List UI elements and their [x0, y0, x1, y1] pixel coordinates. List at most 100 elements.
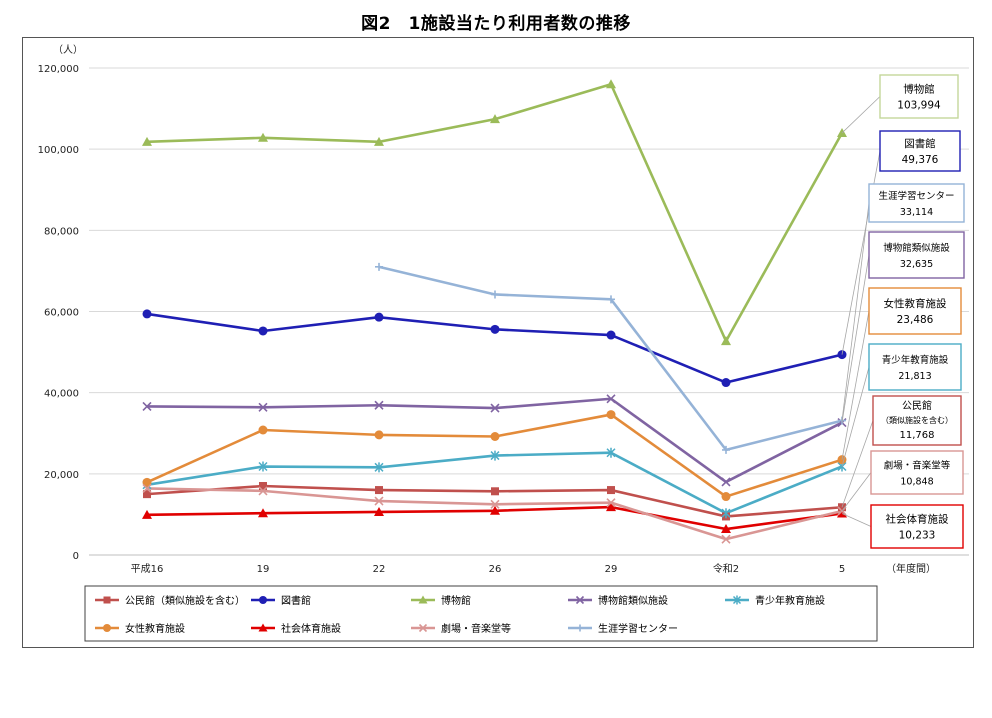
data-point: [142, 136, 152, 146]
chart-frame: 0 20,000 40,000 60,000 80,000 100,000 120,000 （…: [22, 37, 974, 648]
data-point: [606, 502, 616, 512]
series-line: [146, 312, 843, 384]
data-point: [142, 309, 152, 319]
chart-title: 図2 1施設当たり利用者数の推移: [361, 14, 631, 34]
data-point: [721, 336, 731, 346]
callout-value: 10,848: [900, 477, 933, 488]
callout-name: 博物館: [903, 83, 935, 96]
data-point: [374, 312, 384, 322]
callout-value: 32,635: [900, 259, 933, 270]
data-point: [606, 410, 616, 420]
callout-value: 103,994: [897, 100, 941, 112]
data-point: [142, 483, 152, 494]
data-point: [490, 403, 500, 413]
data-point: [490, 431, 500, 441]
y-tick-label: 100,000: [38, 145, 79, 156]
data-point: [606, 447, 616, 458]
data-point: [259, 482, 267, 491]
data-point: [491, 487, 499, 496]
callout-value: 49,376: [902, 154, 939, 166]
legend-label: 社会体育施設: [281, 622, 341, 635]
y-tick-label: 120,000: [38, 64, 79, 75]
callout-box: [868, 287, 962, 335]
data-point: [607, 486, 615, 495]
data-point: [258, 508, 268, 518]
callout-name-note: （類似施設を含む）: [881, 415, 953, 425]
callout-name: 劇場・音楽堂等: [884, 460, 951, 472]
data-point: [418, 623, 428, 633]
data-point: [258, 461, 268, 472]
callout-leader: [841, 96, 881, 134]
legend-label: 生涯学習センター: [598, 622, 678, 635]
x-tick-label: 19: [257, 564, 270, 575]
callout-name: 図書館: [904, 137, 936, 150]
data-point: [258, 425, 268, 435]
legend-label: 図書館: [281, 594, 311, 607]
data-point: [606, 330, 616, 340]
callout-value: 11,768: [900, 430, 935, 441]
callout-box: [868, 343, 962, 391]
callout-box: [868, 183, 965, 223]
data-point: [418, 595, 428, 604]
callout-leader: [841, 310, 870, 460]
data-point: [103, 624, 111, 632]
series-line: [378, 265, 843, 452]
callout-box: [879, 130, 961, 172]
data-point: [491, 290, 499, 299]
data-point: [607, 295, 615, 304]
legend-label: 公民館（類似施設を含む）: [125, 594, 245, 607]
callout-name: 女性教育施設: [884, 297, 947, 310]
callout-leader: [841, 254, 870, 423]
x-tick-label: 29: [605, 564, 618, 575]
y-tick-label: 80,000: [44, 226, 79, 237]
callout-leader: [841, 472, 872, 512]
y-tick-label: 60,000: [44, 308, 79, 319]
data-point: [258, 326, 268, 336]
x-axis-unit: （年度間）: [886, 562, 936, 575]
data-point: [490, 450, 500, 461]
callout-value: 10,233: [899, 530, 936, 542]
data-point: [490, 114, 500, 124]
data-point: [103, 596, 111, 604]
data-point: [721, 508, 731, 519]
data-point: [374, 430, 384, 440]
data-point: [721, 492, 731, 502]
data-point: [143, 490, 151, 499]
callout-box: [870, 450, 964, 495]
callout-leader: [841, 202, 870, 421]
callout-leader: [841, 513, 872, 527]
data-point: [490, 324, 500, 334]
callout-name: 青少年教育施設: [882, 354, 949, 366]
data-point: [374, 462, 384, 473]
callout-box: [879, 74, 959, 119]
legend-label: 博物館: [441, 594, 471, 607]
data-point: [732, 595, 742, 605]
data-point: [490, 499, 500, 509]
callout-leader: [841, 420, 874, 508]
x-tick-label: 26: [489, 564, 502, 575]
data-point: [258, 132, 268, 142]
callout-box: [868, 231, 965, 279]
callout-value: 21,813: [898, 371, 931, 382]
data-point: [142, 509, 152, 519]
data-point: [142, 401, 152, 412]
line-chart: 0 20,000 40,000 60,000 80,000 100,000 120,000 （…: [38, 44, 969, 642]
y-tick-label: 0: [73, 551, 79, 562]
legend-label: 女性教育施設: [125, 622, 185, 635]
data-point: [142, 477, 152, 487]
data-point: [374, 136, 384, 146]
data-point: [258, 623, 268, 632]
callout-value: 33,114: [900, 207, 933, 218]
legend-label: 青少年教育施設: [755, 594, 825, 607]
data-point: [606, 79, 616, 89]
data-point: [576, 624, 584, 632]
callout-value: 23,486: [897, 314, 934, 326]
legend-box: [84, 585, 878, 642]
data-point: [374, 506, 384, 516]
data-point: [259, 596, 267, 604]
x-tick-label: 平成16: [131, 563, 164, 575]
y-axis-unit: （人）: [53, 44, 83, 56]
callout-name: 生涯学習センター: [878, 190, 954, 202]
data-point: [258, 402, 268, 412]
data-point: [721, 524, 731, 534]
